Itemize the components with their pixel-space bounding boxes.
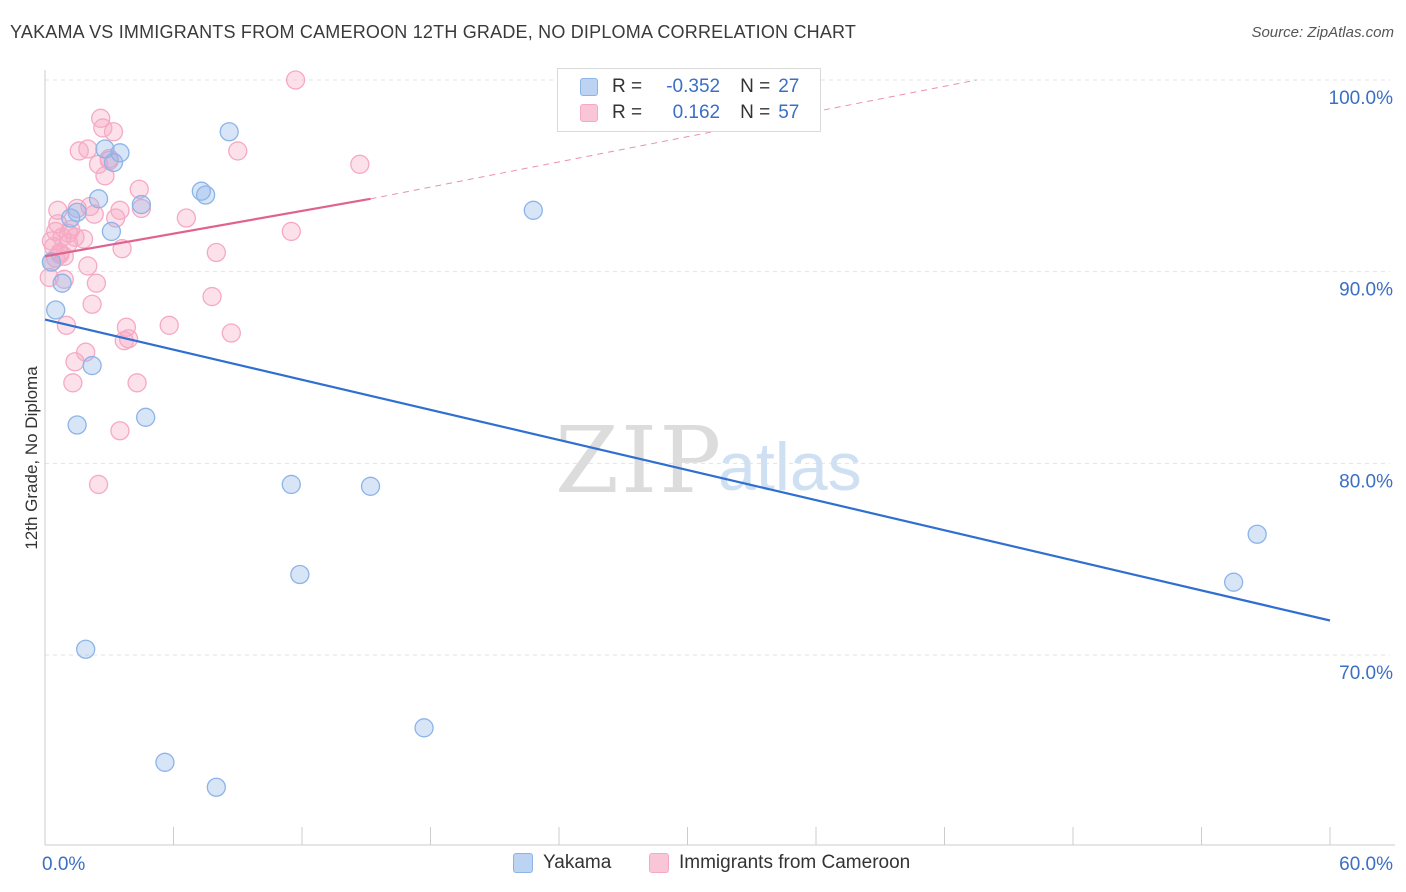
cameroon-point-37 <box>159 315 179 335</box>
yakama-point-25 <box>1247 524 1267 544</box>
trend-lines <box>44 79 1331 622</box>
yakama-point-0 <box>41 252 62 272</box>
cameroon-point-40 <box>206 242 226 263</box>
cameroon-point-44 <box>285 70 306 90</box>
legend-row-cameroon: R = 0.162 N = 57 <box>580 101 799 125</box>
cameroon-point-55 <box>78 139 98 159</box>
cameroon-point-35 <box>129 179 149 199</box>
yakama-point-13 <box>219 122 239 142</box>
yakama-point-2 <box>52 273 72 293</box>
yakama-point-15 <box>67 415 87 435</box>
cameroon-point-21 <box>86 273 107 293</box>
yakama-point-12 <box>195 185 216 205</box>
legend-label-cameroon: Immigrants from Cameroon <box>679 852 911 873</box>
yakama-point-10 <box>131 194 152 215</box>
yakama-point-9 <box>101 221 122 242</box>
yakama-point-20 <box>76 639 96 659</box>
legend-item-cameroon[interactable]: Immigrants from Cameroon <box>649 852 910 874</box>
legend-n-value-yakama: 27 <box>778 76 800 97</box>
yakama-point-26 <box>1223 572 1244 592</box>
yakama-point-24 <box>523 200 543 220</box>
cameroon-trend-line <box>44 197 371 258</box>
yakama-point-21 <box>155 752 175 772</box>
cameroon-point-27 <box>103 122 124 142</box>
cameroon-point-42 <box>228 141 248 161</box>
legend-r-label: R = <box>612 102 643 123</box>
legend-swatch-yakama <box>513 853 533 873</box>
cameroon-point-33 <box>116 317 137 337</box>
legend-r-value-yakama: -0.352 <box>666 76 721 97</box>
series-immigrants-from-cameroon <box>39 70 370 495</box>
legend-row-yakama: R = -0.352 N = 27 <box>580 75 799 99</box>
axes <box>44 70 1395 846</box>
cameroon-point-51 <box>65 227 85 247</box>
yakama-point-7 <box>103 152 124 173</box>
x-tick-label-0: 0.0% <box>42 854 85 875</box>
cameroon-point-38 <box>176 208 197 228</box>
legend-swatch-cameroon <box>649 853 669 873</box>
cameroon-point-46 <box>88 474 109 495</box>
legend-swatch-yakama <box>580 78 598 96</box>
yakama-point-14 <box>82 355 102 376</box>
cameroon-point-24 <box>93 118 113 138</box>
yakama-point-19 <box>290 564 310 585</box>
yakama-point-17 <box>281 474 301 495</box>
yakama-point-18 <box>360 476 381 496</box>
y-tick-label-80: 80.0% <box>1339 471 1393 492</box>
legend-label-yakama: Yakama <box>543 852 612 873</box>
cameroon-point-19 <box>82 294 102 314</box>
cameroon-point-45 <box>350 154 370 174</box>
legend-swatch-cameroon <box>580 104 598 122</box>
legend-r-label: R = <box>612 76 643 97</box>
yakama-point-23 <box>414 718 434 738</box>
source-label: Source: ZipAtlas.com <box>1251 24 1394 41</box>
y-tick-label-90: 90.0% <box>1339 280 1393 301</box>
cameroon-point-43 <box>281 221 301 242</box>
tick-labels: 70.0% 80.0% 90.0% 100.0% 0.0% 60.0% <box>42 88 1393 875</box>
yakama-point-1 <box>46 300 66 320</box>
y-tick-label-70: 70.0% <box>1339 663 1393 684</box>
cameroon-point-41 <box>221 323 241 343</box>
yakama-point-8 <box>110 143 130 163</box>
series-legend: Yakama Immigrants from Cameroon <box>0 852 1406 878</box>
yakama-point-5 <box>88 189 109 209</box>
y-axis-label: 12th Grade, No Diploma <box>22 366 41 550</box>
yakama-point-22 <box>206 777 226 797</box>
cameroon-point-11 <box>63 373 83 393</box>
stats-legend: R = -0.352 N = 27 R = 0.162 N = 57 <box>557 68 821 132</box>
yakama-point-16 <box>136 407 156 427</box>
chart-title: YAKAMA VS IMMIGRANTS FROM CAMEROON 12TH … <box>10 22 857 42</box>
legend-n-label: N = <box>740 76 771 97</box>
watermark: ZIP atlas <box>555 407 862 514</box>
series-yakama <box>41 122 1267 797</box>
yakama-trend-line <box>44 318 1331 622</box>
yakama-point-4 <box>67 202 87 222</box>
watermark-zip: ZIP <box>555 407 723 514</box>
cameroon-point-39 <box>202 286 222 307</box>
legend-n-value-cameroon: 57 <box>778 102 800 123</box>
legend-r-value-cameroon: 0.162 <box>672 102 721 123</box>
cameroon-trend-extension <box>370 79 977 200</box>
x-tick-label-60: 60.0% <box>1339 854 1393 875</box>
cameroon-point-47 <box>110 421 130 441</box>
legend-item-yakama[interactable]: Yakama <box>513 852 611 874</box>
legend-n-label: N = <box>740 102 771 123</box>
cameroon-point-29 <box>110 200 130 220</box>
watermark-atlas: atlas <box>718 429 862 505</box>
cameroon-point-34 <box>127 373 147 393</box>
cameroon-point-20 <box>84 204 104 224</box>
cameroon-point-17 <box>78 256 98 276</box>
y-tick-label-100: 100.0% <box>1329 88 1394 109</box>
